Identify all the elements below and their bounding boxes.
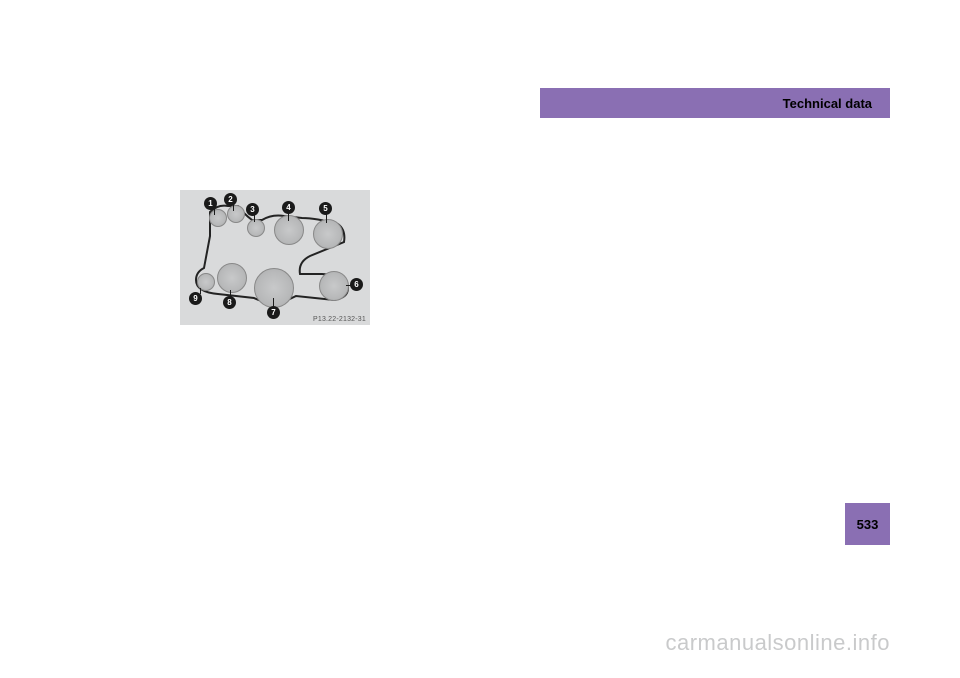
label-line-8 — [230, 290, 231, 298]
label-line-1 — [214, 209, 215, 215]
label-line-3 — [254, 215, 255, 222]
pulley-4 — [274, 215, 304, 245]
label-3: 3 — [246, 203, 259, 216]
diagram-inner: 1 2 3 4 5 6 7 8 9 — [188, 196, 362, 319]
pulley-3 — [247, 219, 265, 237]
pulley-7 — [254, 268, 294, 308]
label-line-7 — [273, 298, 274, 307]
pulley-8 — [217, 263, 247, 293]
pulley-6 — [319, 271, 349, 301]
label-7: 7 — [267, 306, 280, 319]
label-2: 2 — [224, 193, 237, 206]
label-line-4 — [288, 213, 289, 221]
label-1: 1 — [204, 197, 217, 210]
page-number-badge: 533 — [845, 503, 890, 545]
page-number: 533 — [857, 517, 879, 532]
pulley-2 — [227, 205, 245, 223]
pulley-5 — [313, 219, 343, 249]
label-line-6 — [346, 285, 352, 286]
belt-routing-diagram: 1 2 3 4 5 6 7 8 9 P13.22-2132-31 — [180, 190, 370, 325]
label-line-9 — [200, 288, 201, 294]
watermark-text: carmanualsonline.info — [665, 630, 890, 656]
pulley-1 — [209, 209, 227, 227]
diagram-part-number: P13.22-2132-31 — [313, 316, 366, 323]
label-line-5 — [326, 214, 327, 223]
header-title: Technical data — [783, 96, 872, 111]
label-line-2 — [233, 205, 234, 211]
header-bar: Technical data — [540, 88, 890, 118]
